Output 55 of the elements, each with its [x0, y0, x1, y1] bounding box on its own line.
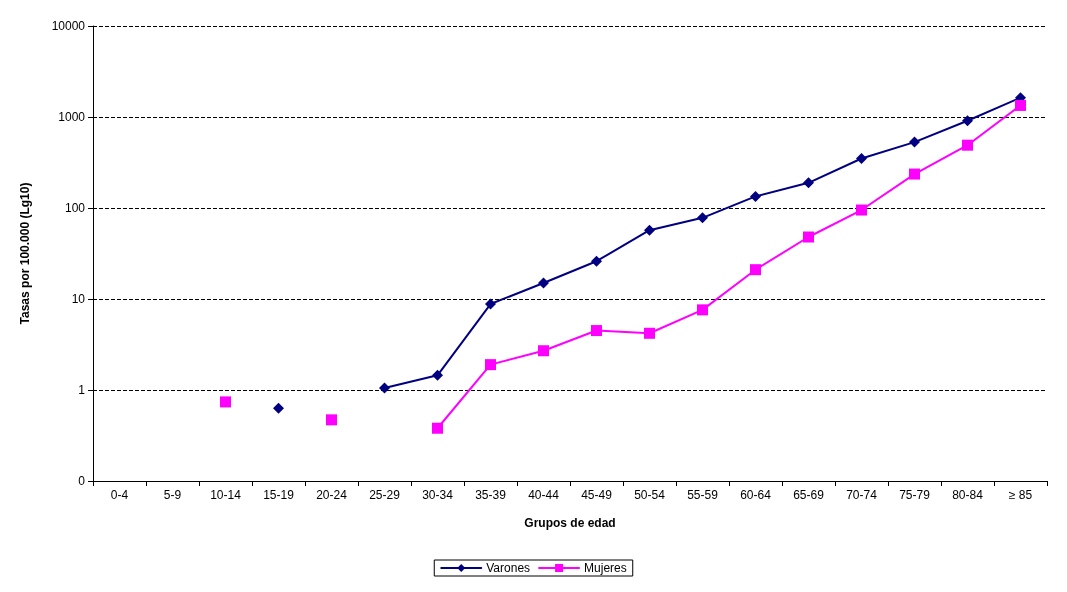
y-tick-label: 0 [78, 474, 86, 488]
point [962, 115, 973, 127]
point [485, 298, 496, 310]
y-tick-label: 10000 [51, 19, 86, 33]
x-tick-label: 55-59 [687, 488, 719, 502]
x-tick-label: 65-69 [793, 488, 825, 502]
x-tick-label: 25-29 [369, 488, 401, 502]
x-tick-label: 20-24 [316, 488, 348, 502]
y-tick-label: 100 [64, 201, 86, 215]
x-tick-label: 70-74 [846, 488, 878, 502]
point [856, 152, 867, 164]
point [750, 190, 761, 202]
y-tick-label: 10 [71, 292, 86, 306]
legend-label: Mujeres [584, 561, 627, 575]
y-tick-label: 1 [78, 383, 86, 397]
x-tick-label: 35-39 [475, 488, 507, 502]
point [273, 402, 284, 414]
legend-label: Varones [486, 561, 531, 575]
point [485, 359, 496, 371]
x-tick-label: 5-9 [163, 488, 182, 502]
x-tick-label: 60-64 [740, 488, 772, 502]
point [591, 325, 602, 337]
x-tick-label: 45-49 [581, 488, 613, 502]
x-tick-label: 75-79 [899, 488, 931, 502]
point [644, 224, 655, 236]
point [326, 414, 337, 426]
x-tick-label: 50-54 [634, 488, 666, 502]
point [697, 304, 708, 316]
point [1015, 99, 1026, 111]
x-tick-label: 15-19 [263, 488, 295, 502]
x-tick-label: 0-4 [110, 488, 129, 502]
y-tick-label: 1000 [58, 110, 86, 124]
x-tick-label: 40-44 [528, 488, 560, 502]
point [909, 168, 920, 180]
point [432, 369, 443, 381]
x-tick-label: 80-84 [952, 488, 984, 502]
x-tick-label: 10-14 [210, 488, 242, 502]
point [909, 136, 920, 148]
point [379, 382, 390, 394]
point [962, 139, 973, 151]
point [697, 212, 708, 224]
x-tick-label: 30-34 [422, 488, 454, 502]
point [803, 177, 814, 189]
point [803, 231, 814, 243]
point [750, 264, 761, 276]
x-axis-title: Grupos de edad [524, 516, 616, 530]
point [432, 422, 443, 434]
point [591, 255, 602, 267]
y-axis-title: Tasas por 100.000 (Lg10) [18, 182, 32, 325]
point [538, 345, 549, 357]
point [644, 327, 655, 339]
x-tick-label: ≥ 85 [1008, 488, 1033, 502]
point [220, 396, 231, 408]
point [538, 277, 549, 289]
point [856, 204, 867, 216]
